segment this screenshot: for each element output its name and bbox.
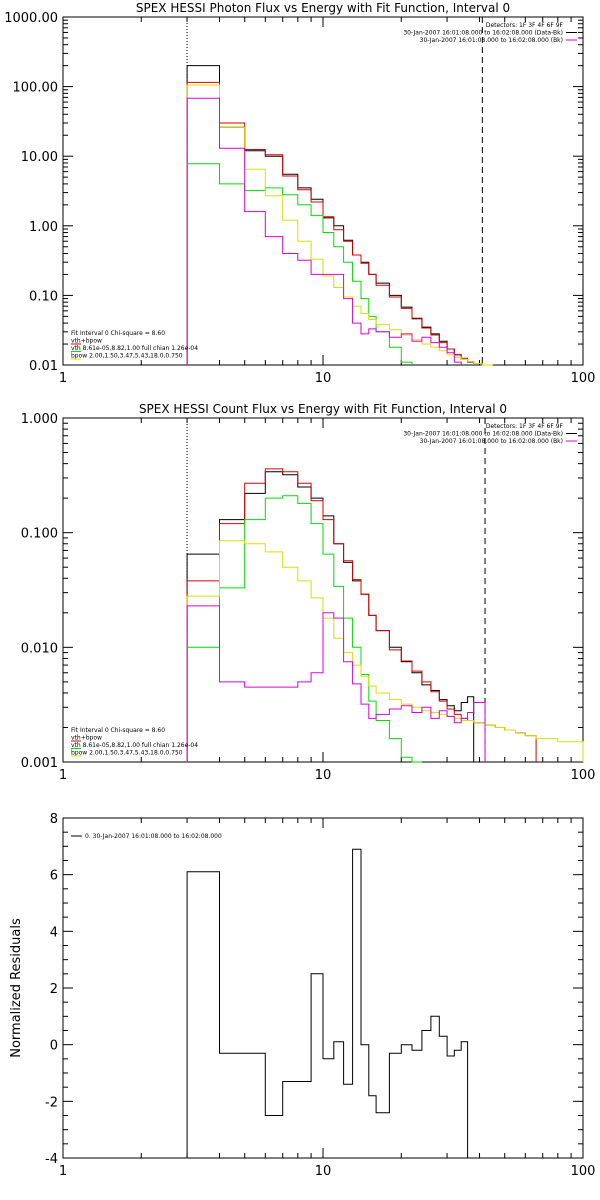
legend-entry: 30-Jan-2007 16:01:08.000 to 16:02:08.000… [420,37,563,44]
legend-entry: 30-Jan-2007 16:01:08.000 to 16:02:08.000… [420,438,563,445]
legend-entry: Detectors: 1F 3F 4F 6F 9F [486,423,564,430]
y-tick-label: 0.010 [21,641,58,656]
y-tick-label: 2 [50,982,58,997]
y-axis-label: Normalized Residuals [9,918,24,1058]
y-tick-label: 0.01 [29,359,58,374]
plot-frame [62,16,584,366]
legend-entry: 30-Jan-2007 16:01:08.000 to 16:02:08.000… [403,431,563,438]
x-tick-label: 10 [315,371,332,386]
series-bpow [186,84,493,366]
x-tick-label: 100 [571,768,596,783]
y-tick-label: 100.00 [13,81,59,96]
series-vth-bpow [186,468,537,762]
series-vth-bpow [186,81,493,366]
x-tick-label: 100 [571,371,596,386]
series-data-bk [186,65,483,365]
legend-entry: Fit Interval 0 Chi-square = 8.60 [71,727,165,734]
y-tick-label: 10.00 [21,150,58,165]
x-tick-label: 10 [315,1164,332,1179]
series-bk [186,97,462,365]
legend-entry: 0. 30-Jan-2007 16:01:08.000 to 16:02:08.… [85,833,222,840]
y-tick-label: 1.000 [21,412,58,427]
y-tick-label: -4 [45,1152,58,1167]
x-tick-label: 1 [59,371,67,386]
y-tick-label: 0.001 [21,756,58,771]
series-bk [186,605,486,762]
y-tick-label: 4 [50,925,58,940]
legend-entry: vth+bpow [71,338,102,345]
x-tick-label: 1 [59,1164,67,1179]
legend-entry: vth 8.61e-05,8.82,1.00 full chian 1.26e-… [71,742,198,749]
y-tick-label: -2 [45,1095,58,1110]
series-vth [186,495,422,763]
y-tick-label: 6 [50,869,58,884]
legend-entry: 30-Jan-2007 16:01:08.000 to 16:02:08.000… [403,30,563,37]
plot-frame [62,417,584,763]
series-bpow [186,540,584,762]
x-tick-label: 10 [315,768,332,783]
legend-entry: vth+bpow [71,735,102,742]
x-tick-label: 1 [59,768,67,783]
chart-0: SPEX HESSI Photon Flux vs Energy with Fi… [4,1,595,386]
legend-entry: Detectors: 1F 3F 4F 6F 9F [486,22,564,29]
series-0-30-jan-2007-16-01-08-000-to-16-02-08-000 [186,848,483,1159]
y-tick-label: 0.10 [29,289,58,304]
legend-entry: bpow 2.00,1.50,3.47,5.43,18.0,0.750 [71,750,183,757]
y-tick-label: 0 [50,1039,58,1054]
legend-entry: bpow 2.00,1.50,3.47,5.43,18.0,0.750 [71,353,183,360]
y-tick-label: 1000.00 [4,11,58,26]
y-tick-label: 0.100 [21,527,58,542]
chart-title: SPEX HESSI Photon Flux vs Energy with Fi… [136,1,510,15]
y-tick-label: 1.00 [29,220,58,235]
chart-title: SPEX HESSI Count Flux vs Energy with Fit… [139,402,507,416]
x-tick-label: 100 [571,1164,596,1179]
y-tick-label: 8 [50,812,58,827]
chart-2: 1 10 100 -4 -2 0 2 4 6 8 Normalized Residuals 0. 30… [9,812,595,1179]
legend-entry: vth 8.61e-05,8.82,1.00 full chian 1.26e-… [71,345,198,352]
chart-1: SPEX HESSI Count Flux vs Energy with Fit… [21,402,596,783]
legend-entry: Fit Interval 0 Chi-square = 8.60 [71,330,165,337]
series-vth [186,163,413,365]
